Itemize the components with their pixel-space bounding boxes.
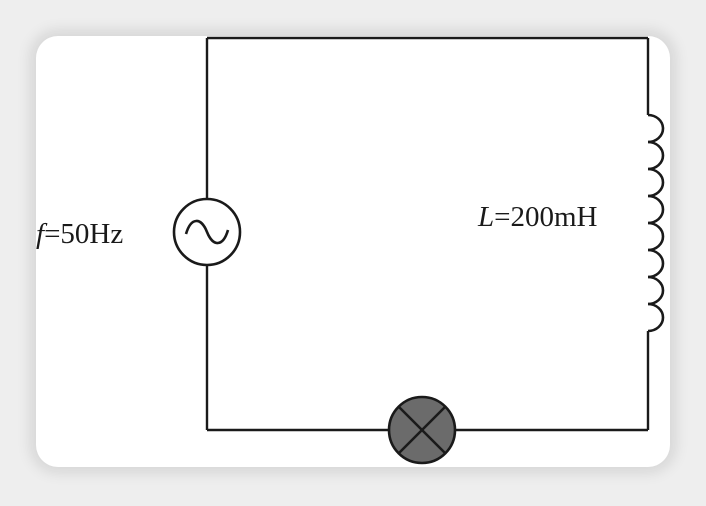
- inductor-turn-3: [647, 167, 665, 198]
- circuit-wires: [205, 36, 650, 432]
- inductor-turn-8: [647, 302, 665, 333]
- source-frequency-symbol: f: [36, 218, 45, 250]
- inductance-value: =200mH: [494, 201, 598, 233]
- inductor-turn-1: [647, 113, 665, 144]
- source-frequency-value: =50Hz: [44, 218, 124, 250]
- inductor-turn-7: [647, 275, 665, 306]
- diagram-card: [36, 36, 670, 467]
- inductor-turn-6: [647, 248, 665, 279]
- ac-sine-icon: [184, 219, 230, 245]
- inductor-turn-2: [647, 140, 665, 171]
- source-frequency-label: f=50Hz: [36, 220, 123, 249]
- lamp-cross-2: [398, 406, 446, 454]
- lamp: [387, 395, 457, 465]
- inductor-turn-4: [647, 194, 665, 225]
- inductor-turn-5: [647, 221, 665, 252]
- ac-source: [172, 197, 242, 267]
- inductance-symbol: L: [478, 201, 495, 233]
- inductor-coil: [647, 113, 665, 333]
- inductance-label: L=200mH: [478, 203, 598, 232]
